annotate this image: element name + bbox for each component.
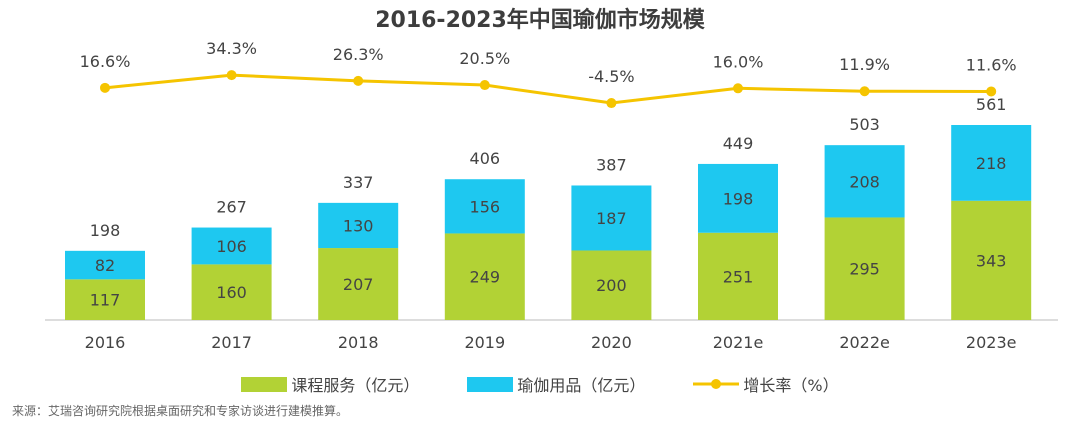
bar-course xyxy=(698,232,778,320)
growth-point xyxy=(353,75,364,86)
x-tick-label: 2019 xyxy=(464,333,505,352)
x-tick-label: 2021e xyxy=(713,333,764,352)
data-label-total: 198 xyxy=(90,221,121,240)
source-note: 来源：艾瑞咨询研究院根据桌面研究和专家访谈进行建模推算。 xyxy=(12,404,349,418)
growth-label: 16.6% xyxy=(80,52,131,71)
bar-course xyxy=(191,264,272,320)
x-tick-label: 2017 xyxy=(211,333,252,352)
growth-label: 11.6% xyxy=(966,55,1017,74)
data-label-goods: 156 xyxy=(470,197,501,216)
data-label-course: 251 xyxy=(723,267,754,286)
data-label-total: 406 xyxy=(470,149,501,168)
bar-goods xyxy=(318,202,399,249)
data-label-goods: 130 xyxy=(343,216,374,235)
bar-course xyxy=(318,248,399,320)
legend-label: 增长率（%） xyxy=(743,376,839,395)
data-label-course: 200 xyxy=(596,276,627,295)
bar-goods xyxy=(444,179,525,234)
plot-area: 117 82 198 2016 160 106 267 2017 207 130 337 2018 24… xyxy=(45,39,1058,352)
legend: 课程服务（亿元） 瑜伽用品（亿元） 增长率（%） xyxy=(0,372,1080,396)
growth-point xyxy=(986,86,997,97)
data-label-total: 387 xyxy=(596,155,627,174)
data-label-goods: 198 xyxy=(723,189,754,208)
legend-swatch-blue xyxy=(467,376,514,392)
growth-label: 16.0% xyxy=(713,52,764,71)
data-label-total: 337 xyxy=(343,173,374,192)
x-tick-label: 2020 xyxy=(591,333,632,352)
bar-goods xyxy=(191,227,272,265)
growth-label: 34.3% xyxy=(206,39,257,58)
growth-point xyxy=(100,82,110,93)
growth-label: -4.5% xyxy=(588,67,634,86)
bar-course xyxy=(824,217,905,320)
data-label-total: 449 xyxy=(723,134,754,153)
x-tick-label: 2018 xyxy=(338,333,379,352)
growth-point xyxy=(733,83,743,94)
data-label-goods: 106 xyxy=(216,237,247,256)
bar-goods xyxy=(65,250,145,280)
legend-item-goods: 瑜伽用品（亿元） xyxy=(467,372,645,396)
x-tick-label: 2016 xyxy=(85,333,126,352)
data-label-goods: 82 xyxy=(95,256,115,275)
data-label-course: 343 xyxy=(976,251,1007,270)
legend-item-course: 课程服务（亿元） xyxy=(241,372,419,396)
bar-goods xyxy=(824,145,905,218)
growth-line xyxy=(104,73,992,105)
legend-swatch-green xyxy=(241,376,288,392)
chart-title: 2016-2023年中国瑜伽市场规模 xyxy=(375,8,705,33)
bar-goods xyxy=(571,185,652,251)
bar-course xyxy=(571,250,652,320)
data-label-total: 267 xyxy=(216,198,247,217)
legend-label: 课程服务（亿元） xyxy=(291,376,420,395)
growth-label: 20.5% xyxy=(459,49,510,68)
data-label-course: 160 xyxy=(216,283,247,302)
data-label-course: 117 xyxy=(90,291,121,310)
growth-point xyxy=(226,70,237,81)
x-tick-label: 2023e xyxy=(966,333,1017,352)
bar-course xyxy=(951,200,1032,320)
data-label-course: 207 xyxy=(343,275,374,294)
legend-label: 瑜伽用品（亿元） xyxy=(517,376,646,395)
data-label-goods: 218 xyxy=(976,154,1007,173)
data-label-total: 561 xyxy=(976,95,1007,114)
data-label-goods: 208 xyxy=(849,172,880,191)
growth-label: 26.3% xyxy=(333,45,384,64)
growth-point xyxy=(859,86,870,97)
data-label-goods: 187 xyxy=(596,209,627,228)
legend-line-marker-icon xyxy=(693,379,740,389)
data-label-course: 249 xyxy=(470,268,501,287)
legend-item-growth: 增长率（%） xyxy=(693,372,839,396)
bar-goods xyxy=(951,125,1032,201)
data-label-total: 503 xyxy=(849,115,880,134)
data-label-course: 295 xyxy=(849,260,880,279)
growth-point xyxy=(606,98,617,109)
growth-point xyxy=(479,80,490,91)
growth-label: 11.9% xyxy=(839,55,890,74)
bar-course xyxy=(444,233,525,320)
x-tick-label: 2022e xyxy=(839,333,890,352)
bar-course xyxy=(65,279,145,320)
bar-goods xyxy=(698,163,778,233)
